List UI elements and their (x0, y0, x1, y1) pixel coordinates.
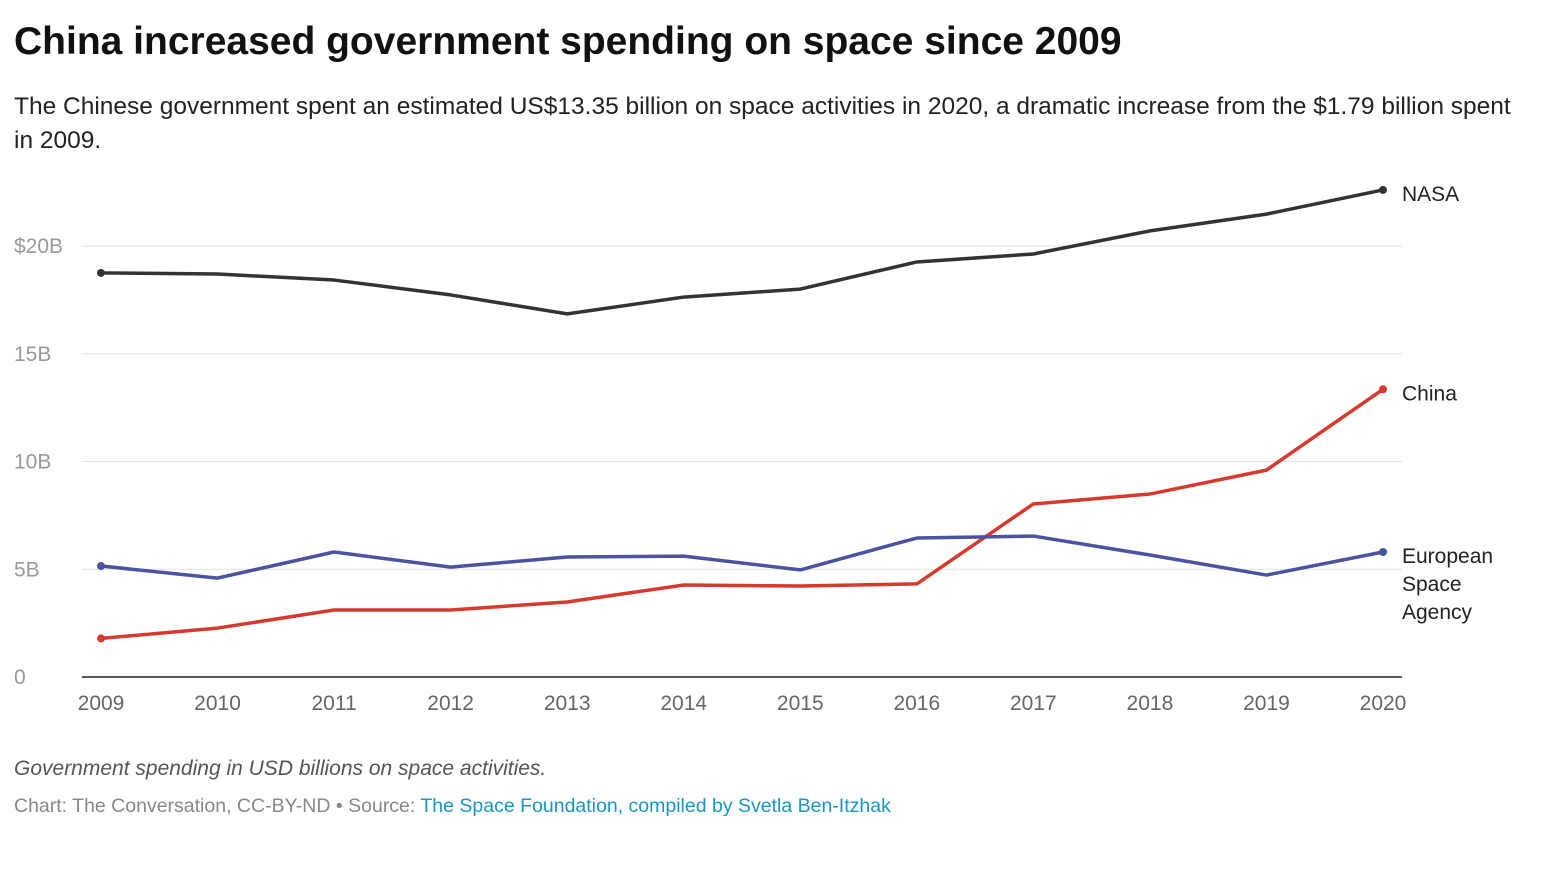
china-line (100, 387, 1384, 641)
european-space-agency-point (97, 562, 105, 571)
china-point (97, 634, 105, 643)
chart-source: Chart: The Conversation, CC-BY-ND • Sour… (14, 795, 891, 818)
nasa-point (1379, 185, 1387, 194)
european-space-agency-point (1379, 548, 1387, 557)
european-space-agency-line (100, 534, 1384, 580)
china-label: China (1402, 382, 1457, 405)
y-tick-label: 5B (14, 558, 40, 581)
nasa-point (97, 268, 105, 277)
chart-subtitle: The Chinese government spent an estimate… (14, 93, 1511, 154)
x-tick-label: 2016 (893, 692, 940, 715)
chart-note: Government spending in USD billions on s… (14, 757, 547, 780)
x-tick-label: 2013 (544, 692, 591, 715)
x-tick-label: 2014 (660, 692, 707, 715)
european-space-agency-label: European (1402, 545, 1493, 568)
x-tick-label: 2015 (777, 692, 824, 715)
y-tick-label: 0 (14, 666, 26, 689)
china-point (1379, 385, 1387, 394)
y-tick-label: 15B (14, 343, 51, 366)
x-tick-label: 2020 (1360, 692, 1407, 715)
y-tick-label: $20B (14, 235, 63, 258)
european-space-agency-label: Agency (1402, 601, 1473, 624)
x-tick-label: 2017 (1010, 692, 1057, 715)
source-link[interactable]: The Space Foundation, compiled by Svetla… (420, 795, 891, 817)
y-tick-label: 10B (14, 451, 51, 474)
nasa-label: NASA (1402, 183, 1459, 206)
nasa-line (100, 188, 1384, 316)
x-tick-label: 2018 (1127, 692, 1174, 715)
european-space-agency-label: Space (1402, 573, 1462, 596)
chart-title: China increased government spending on s… (14, 20, 1122, 63)
x-tick-label: 2012 (427, 692, 474, 715)
x-tick-label: 2019 (1243, 692, 1290, 715)
source-prefix: Chart: The Conversation, CC-BY-ND • Sour… (14, 795, 421, 817)
x-tick-label: 2011 (312, 692, 357, 715)
x-tick-label: 2010 (194, 692, 241, 715)
x-tick-label: 2009 (78, 692, 125, 715)
